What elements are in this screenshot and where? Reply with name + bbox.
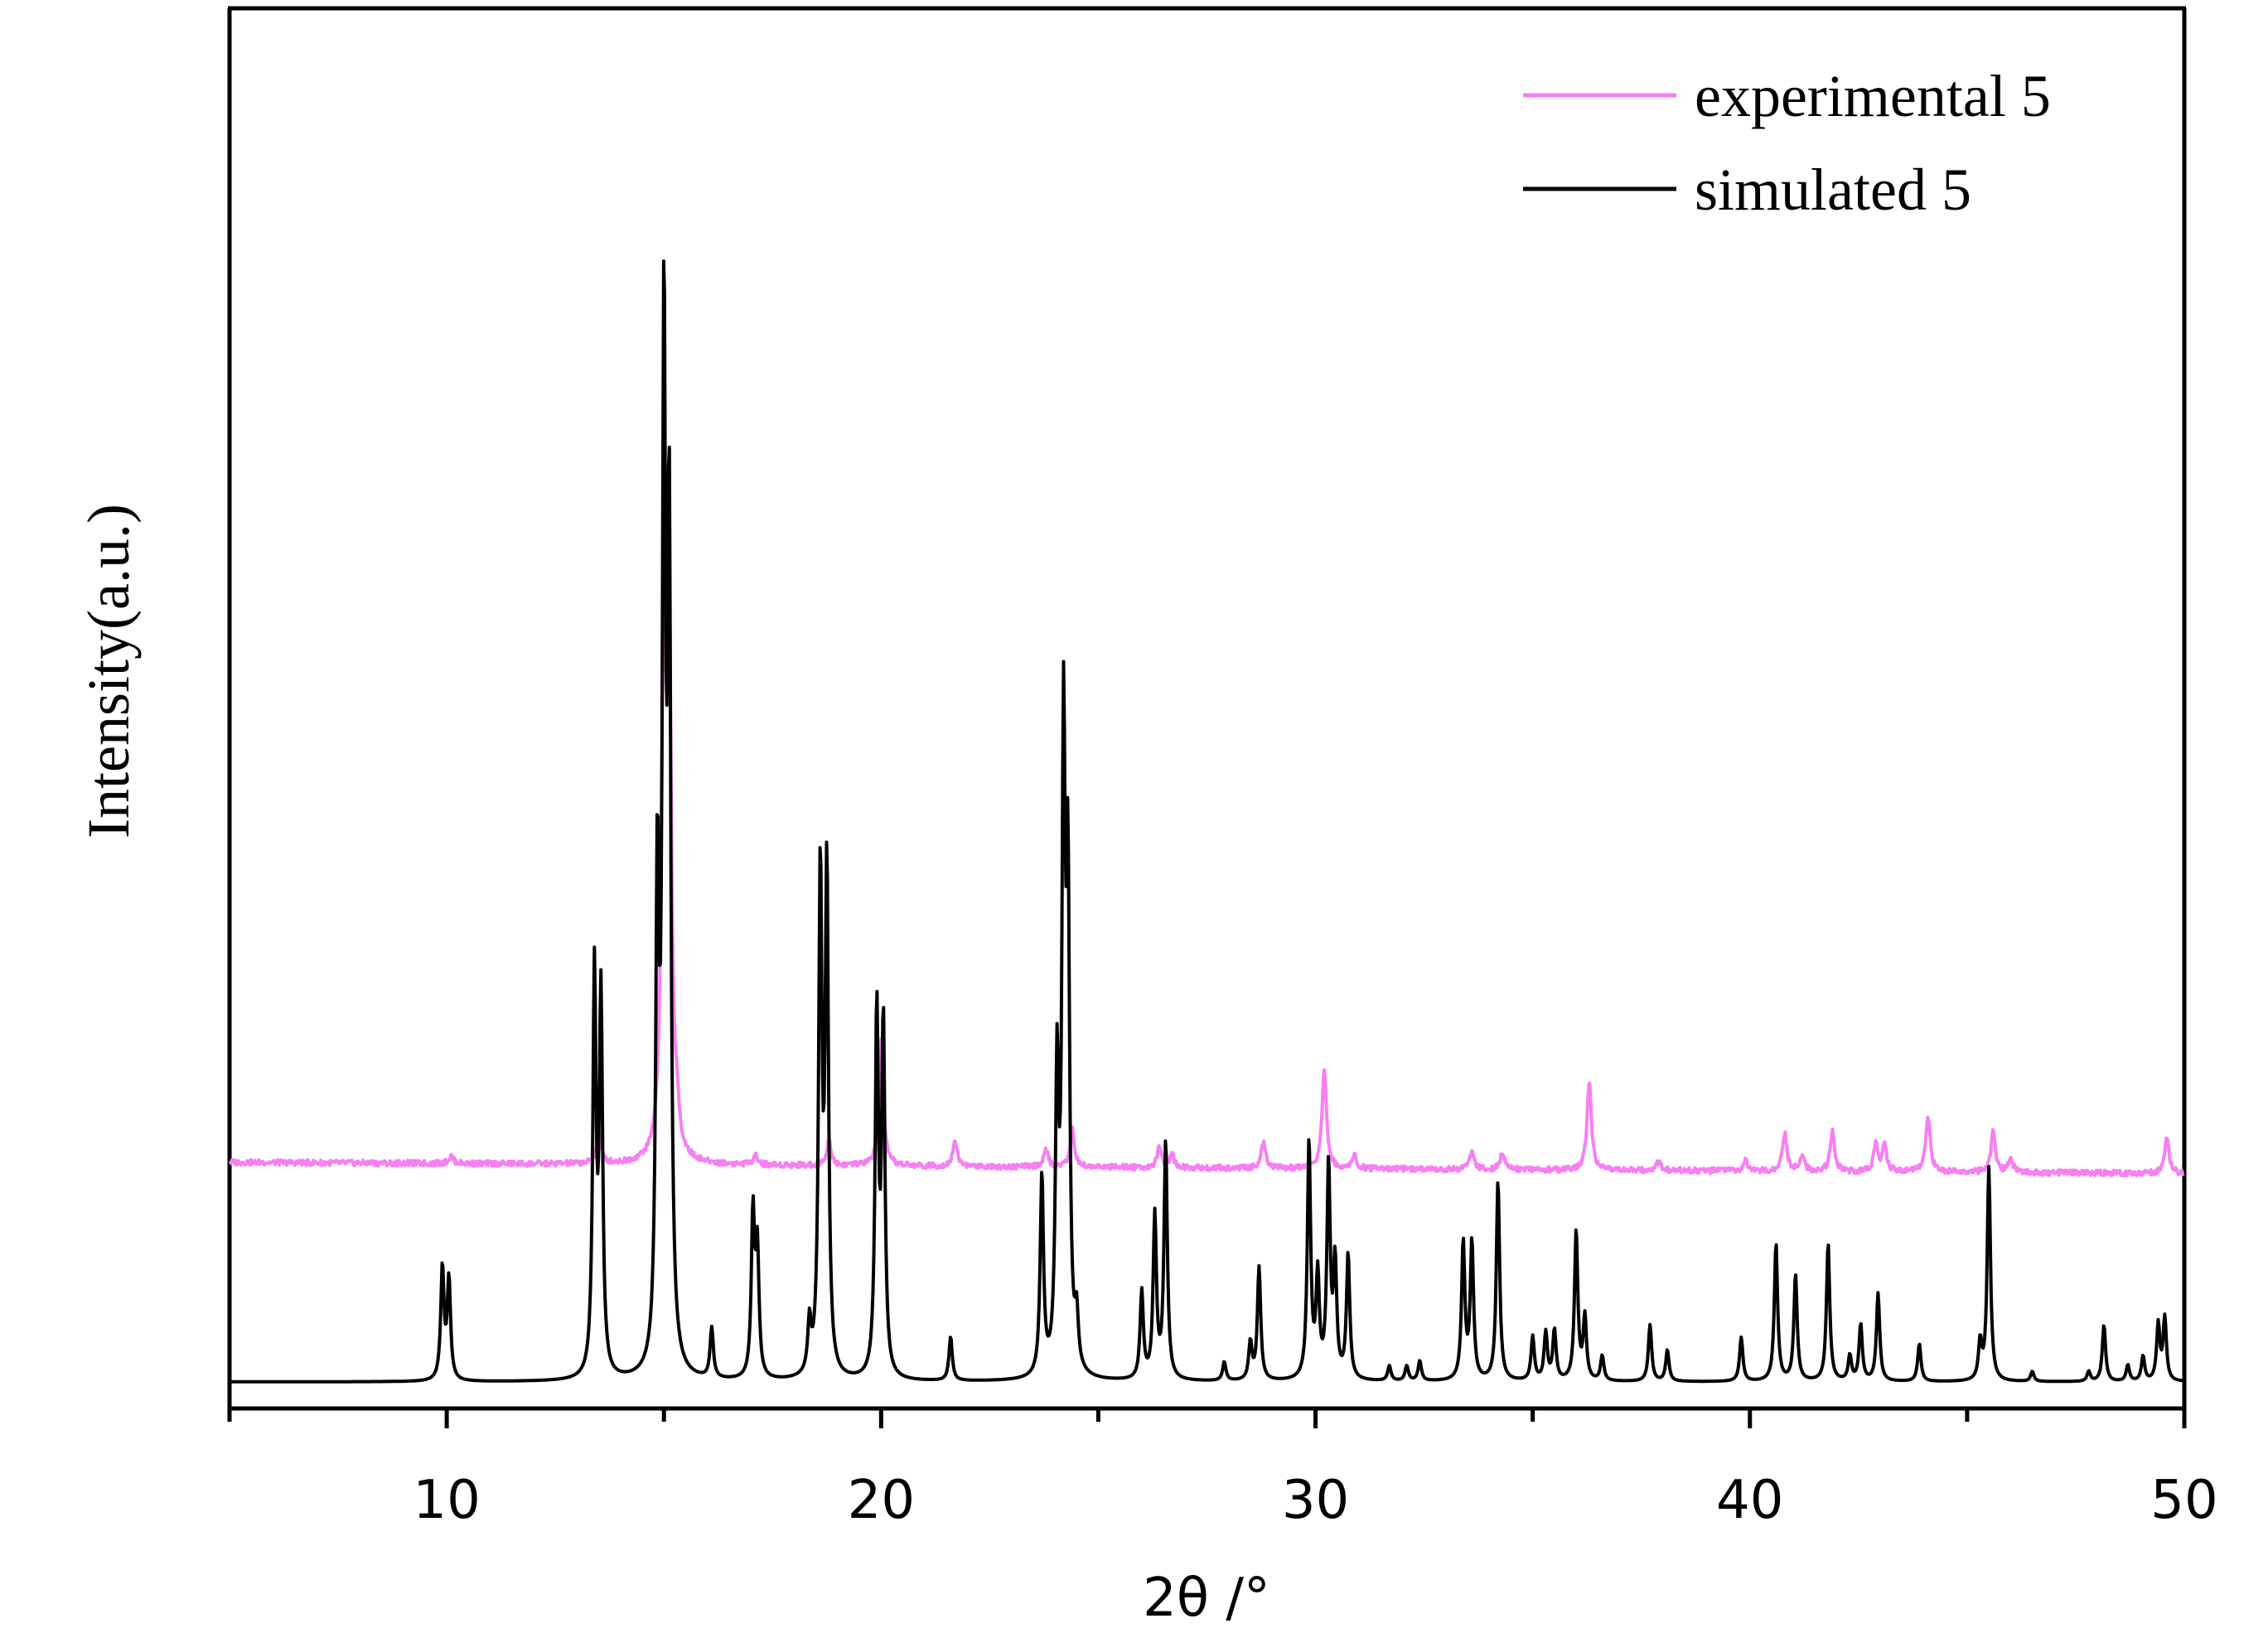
y-axis-title: Intensity(a.u.) (75, 504, 142, 838)
legend-label-experimental: experimental 5 (1695, 63, 2051, 129)
x-tick-label: 50 (2150, 1470, 2217, 1531)
x-axis-ticks (227, 1408, 2187, 1428)
x-tick-label: 40 (1716, 1470, 1783, 1531)
x-tick-label: 30 (1282, 1470, 1349, 1531)
legend: experimental 5 simulated 5 (1523, 63, 2051, 223)
x-axis-tick-labels: 10 20 30 40 50 (413, 1470, 2217, 1531)
x-tick-label: 20 (848, 1470, 915, 1531)
series-line-experimental (228, 535, 2185, 1177)
x-tick-label: 10 (413, 1470, 480, 1531)
series-layer (228, 259, 2185, 1384)
x-axis-title: 2θ /° (1143, 1568, 1270, 1629)
legend-label-simulated: simulated 5 (1695, 157, 1971, 223)
series-line-simulated (229, 259, 2185, 1384)
